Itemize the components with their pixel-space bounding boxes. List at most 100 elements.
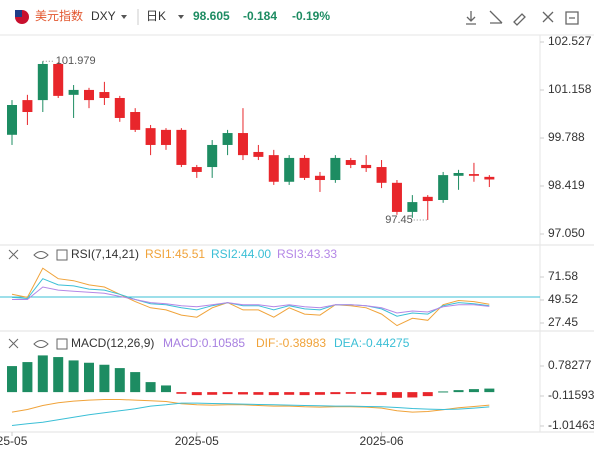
- y-tick-label: -0.11593: [548, 388, 594, 402]
- y-tick-label: 102.527: [548, 34, 592, 48]
- rsi-line: [11, 278, 490, 317]
- macd-bar: [160, 385, 171, 393]
- candle-body: [207, 144, 218, 168]
- legend-entry: RSI2:44.00: [211, 247, 271, 261]
- candle-body: [391, 182, 402, 212]
- eye-icon[interactable]: [33, 340, 49, 348]
- candle-body: [314, 175, 325, 181]
- candle-body: [114, 97, 125, 118]
- candle-body: [176, 129, 187, 165]
- header: 美元指数 DXY 日K 98.605 -0.184 -0.19%: [15, 8, 579, 26]
- legend-name: DEA: [334, 336, 359, 350]
- indicator-title: MACD(12,26,9): [71, 336, 154, 350]
- icon-button[interactable]: [513, 13, 526, 26]
- macd-bar: [299, 392, 310, 396]
- y-tick-label: 98.419: [548, 178, 585, 192]
- legend-entry: MACD:0.10585: [163, 336, 245, 350]
- icon-button[interactable]: [565, 11, 579, 25]
- x-tick-label: 25-05: [0, 434, 28, 448]
- macd-bar: [268, 392, 279, 396]
- candle-body: [299, 157, 310, 178]
- macd-bar: [145, 382, 156, 393]
- candle-body: [191, 167, 202, 172]
- macd-line: [11, 399, 490, 413]
- icon-button[interactable]: [542, 11, 554, 23]
- change-percent: -0.19%: [292, 9, 330, 23]
- macd-bar: [484, 388, 495, 393]
- macd-bar: [53, 357, 64, 393]
- legend-name: RSI1: [145, 247, 172, 261]
- macd-bar: [68, 360, 79, 393]
- legend-value: 43.33: [307, 247, 337, 261]
- candle-body: [253, 151, 264, 157]
- candle-body: [407, 202, 418, 212]
- icon-button[interactable]: [489, 10, 503, 24]
- candle-body: [438, 175, 449, 200]
- candle-body: [284, 157, 295, 182]
- instrument-name[interactable]: 美元指数: [35, 8, 83, 23]
- legend-value: -0.44275: [362, 336, 410, 350]
- macd-bar: [99, 364, 110, 393]
- price: 98.605: [193, 9, 230, 23]
- macd-bar: [83, 362, 94, 393]
- macd-bar: [237, 392, 248, 395]
- candle-body: [345, 160, 356, 165]
- candle-body: [37, 63, 48, 101]
- macd-bar: [361, 392, 372, 395]
- candle-body: [376, 167, 387, 183]
- eye-icon[interactable]: [33, 251, 49, 259]
- y-tick-label: 99.788: [548, 130, 585, 144]
- candle-body: [99, 92, 110, 98]
- close-icon[interactable]: [8, 249, 19, 260]
- candle-body: [268, 155, 279, 182]
- y-tick-label: 0.78277: [548, 358, 592, 372]
- legend-name: RSI2: [211, 247, 238, 261]
- dropdown-icon[interactable]: [178, 15, 184, 19]
- dropdown-icon[interactable]: [121, 15, 127, 19]
- high-label: 101.979: [56, 55, 96, 67]
- candle-body: [7, 105, 18, 135]
- y-tick-label: 101.158: [548, 82, 592, 96]
- candle-body: [222, 133, 233, 145]
- macd-header: MACD(12,26,9) MACD:0.10585 DIF:-0.38983 …: [8, 336, 410, 350]
- candle-body: [130, 112, 141, 130]
- candle-body: [160, 129, 171, 145]
- settings-icon[interactable]: [56, 338, 68, 350]
- macd-bar: [376, 392, 387, 396]
- x-tick-label: 2025-05: [175, 434, 219, 448]
- settings-icon[interactable]: [56, 249, 68, 261]
- icon-button[interactable]: [466, 11, 476, 25]
- macd-bar: [438, 391, 449, 393]
- macd-bar: [407, 392, 418, 398]
- symbol[interactable]: DXY: [91, 9, 116, 23]
- legend-entry: DEA:-0.44275: [334, 336, 410, 350]
- candle-body: [330, 157, 341, 181]
- macd-bar: [7, 366, 18, 393]
- macd-bar: [314, 392, 325, 395]
- macd-bar: [330, 392, 341, 395]
- legend-value: 45.51: [175, 247, 205, 261]
- y-tick-label: 27.45: [548, 315, 578, 329]
- close-icon[interactable]: [8, 338, 19, 349]
- legend-value: 0.10585: [202, 336, 246, 350]
- legend-value: 44.00: [241, 247, 271, 261]
- legend-name: MACD: [163, 336, 199, 350]
- legend-value: -0.38983: [279, 336, 327, 350]
- macd-bar: [453, 390, 464, 393]
- candle-body: [22, 100, 33, 113]
- legend-entry: RSI1:45.51: [145, 247, 205, 261]
- macd-bar: [284, 392, 295, 395]
- macd-bar: [22, 362, 33, 393]
- period[interactable]: 日K: [146, 9, 166, 23]
- macd-bar: [130, 372, 141, 393]
- macd-line: [11, 402, 490, 426]
- y-tick-label: 71.58: [548, 269, 578, 283]
- macd-bar: [391, 392, 402, 398]
- low-label: 97.45: [385, 214, 413, 226]
- macd-bar: [345, 392, 356, 394]
- legend-entry: DIF:-0.38983: [256, 336, 326, 350]
- candle-body: [53, 63, 64, 96]
- candle-body: [237, 133, 248, 156]
